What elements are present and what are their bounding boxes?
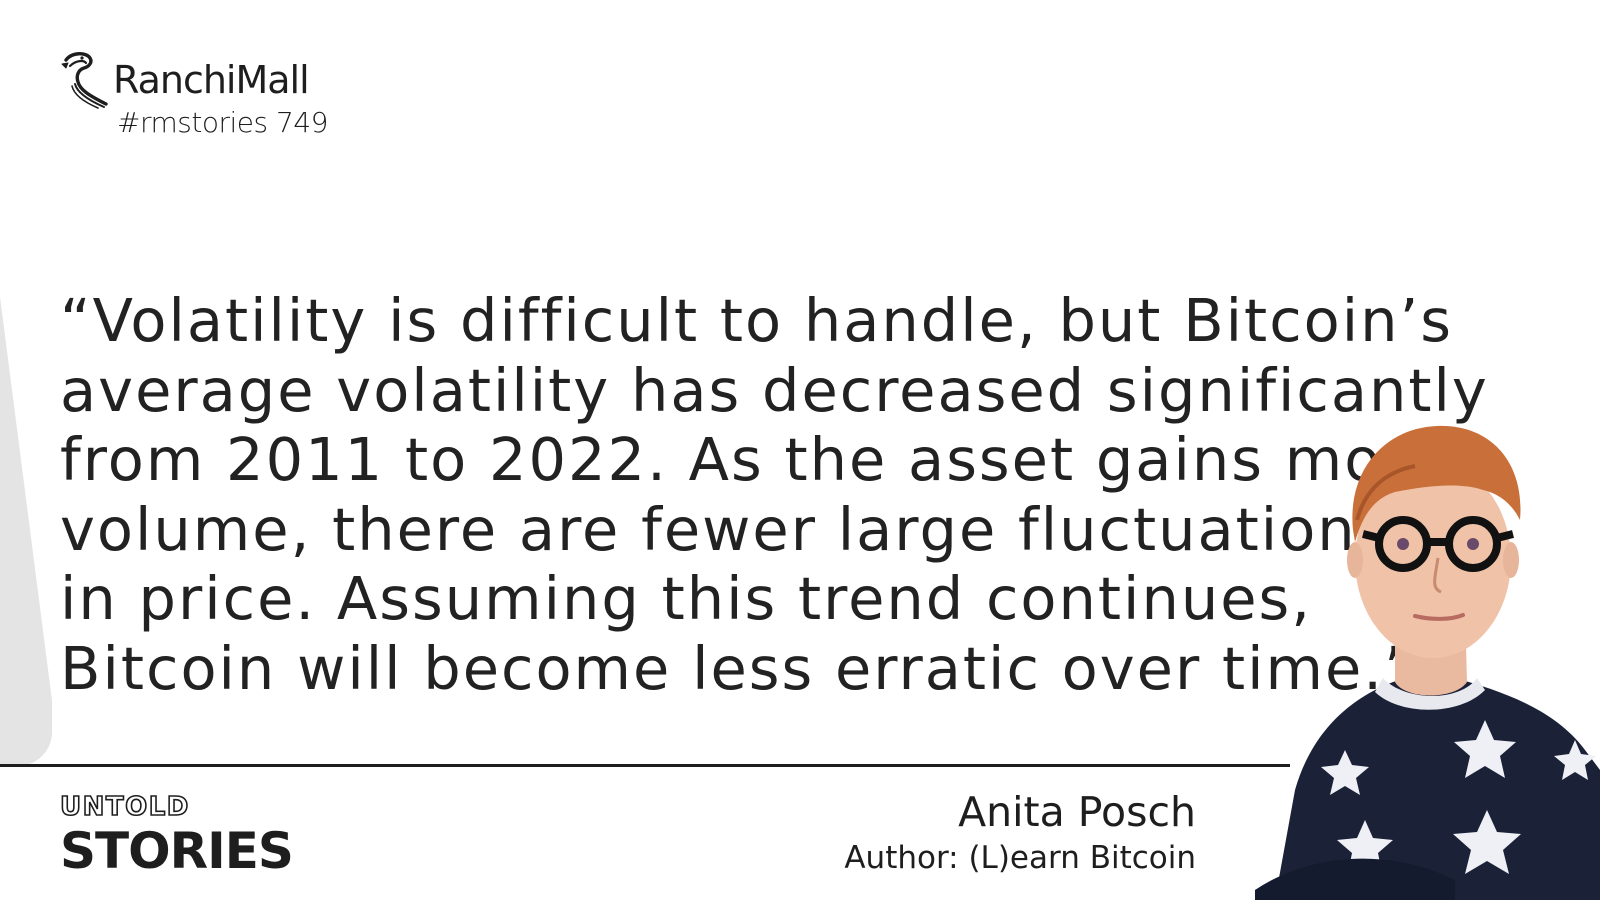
author-name: Anita Posch	[958, 788, 1196, 836]
quote-line: in price. Assuming this trend continues,	[60, 564, 1313, 633]
story-tag: #rmstories 749	[117, 106, 328, 139]
quote-line: “Volatility is difficult to handle, but …	[60, 286, 1454, 355]
quote-line: volume, there are fewer large fluctuatio…	[60, 494, 1390, 564]
quote-line: Bitcoin will become less erratic over ti…	[60, 633, 1417, 703]
author-portrait	[1255, 425, 1600, 900]
stories-label: STORIES	[60, 822, 294, 880]
untold-label: UNTOLD	[59, 792, 190, 822]
quote-line: from 2011 to 2022. As the asset gains mo…	[60, 425, 1446, 494]
quote-text: “Volatility is difficult to handle, but …	[60, 286, 1489, 703]
quote-line: average volatility has decreased signifi…	[60, 355, 1489, 425]
seahorse-logo-icon	[61, 52, 108, 109]
decorative-side-shape	[0, 298, 52, 766]
brand-name: RanchiMall	[113, 58, 310, 102]
author-title: Author: (L)earn Bitcoin	[844, 840, 1196, 876]
divider-line	[0, 764, 1290, 767]
